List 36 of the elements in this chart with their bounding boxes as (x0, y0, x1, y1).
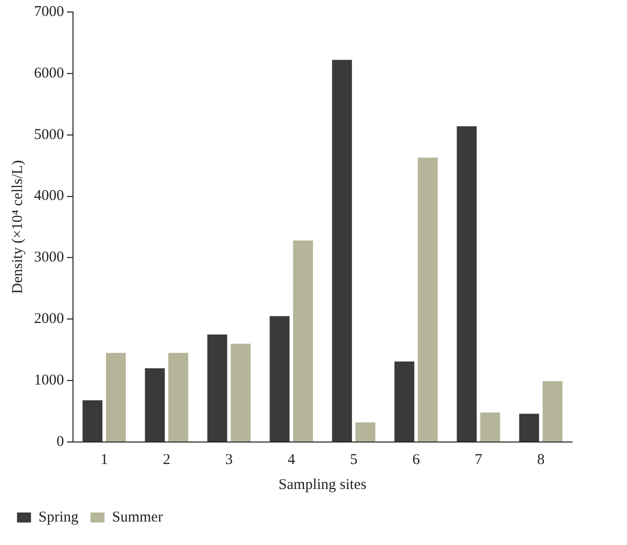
bar (230, 344, 251, 442)
x-tick-label: 6 (412, 452, 420, 468)
bar (480, 412, 500, 442)
y-tick-label: 5000 (34, 126, 64, 143)
bar (168, 352, 188, 442)
bar (106, 352, 126, 442)
x-tick-label: 3 (225, 452, 233, 468)
bar (456, 126, 477, 442)
bar (270, 316, 290, 442)
y-tick-label: 4000 (34, 188, 64, 204)
y-tick-label: 0 (56, 434, 64, 450)
legend-label: Summer (112, 509, 163, 526)
x-axis-title: Sampling sites (278, 476, 367, 493)
y-tick-label: 6000 (34, 65, 64, 82)
x-tick-label: 8 (537, 452, 545, 468)
bar (82, 400, 102, 442)
bar (418, 158, 438, 442)
bar (144, 368, 165, 442)
y-tick-label: 7000 (34, 4, 64, 20)
bar (542, 381, 562, 442)
bar (332, 60, 352, 442)
x-tick-label: 1 (100, 452, 108, 468)
bar (293, 240, 313, 442)
y-tick-label: 2000 (34, 311, 64, 328)
x-tick-label: 2 (162, 452, 170, 468)
y-axis-title: Density (×10⁴ cells/L) (10, 160, 26, 294)
bar (207, 334, 228, 442)
bar (519, 414, 540, 442)
x-tick-label: 7 (474, 452, 483, 468)
y-tick-label: 1000 (34, 372, 64, 389)
legend-label: Spring (38, 509, 80, 526)
bar (394, 362, 414, 442)
bar (355, 422, 376, 442)
x-tick-label: 5 (350, 452, 358, 468)
y-tick-label: 3000 (34, 250, 64, 266)
x-tick-label: 4 (288, 452, 296, 468)
